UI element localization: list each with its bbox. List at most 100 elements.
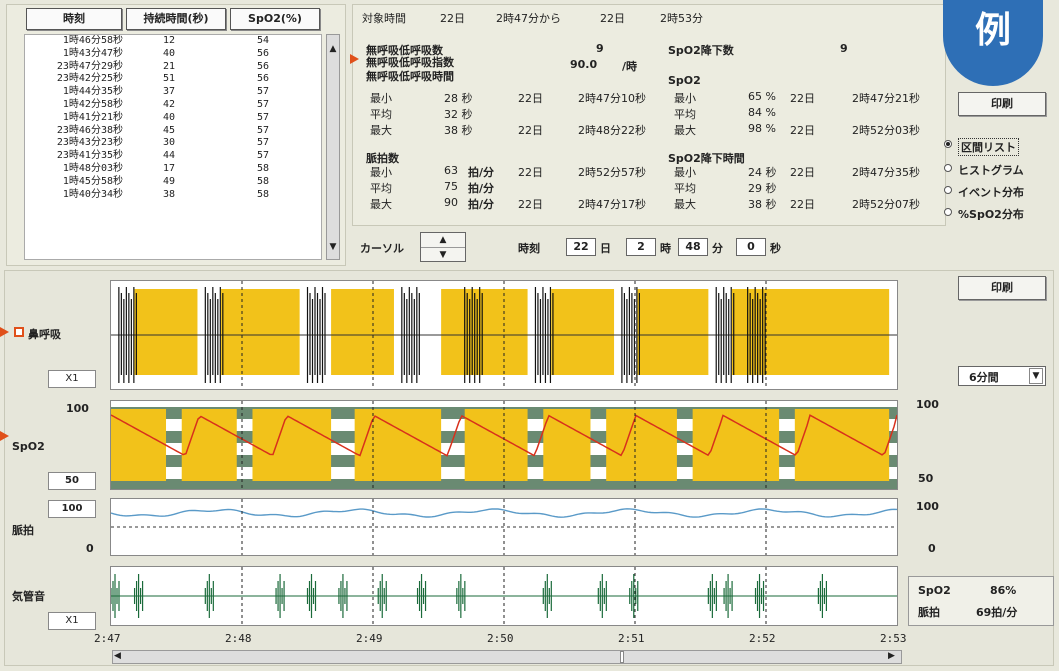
row-time: 23時43分23秒 [56,137,123,149]
resp-scale-box[interactable]: X1 [48,370,96,388]
col-header-duration[interactable]: 持続時間(秒) [126,8,226,30]
row-spo2: 57 [256,150,270,162]
spo2-top-tick: 100 [66,402,89,415]
spinner-up-icon[interactable]: ▲ [439,235,447,245]
resp-event-block [551,289,615,375]
event-table-scrollbar[interactable] [326,34,340,260]
table-row[interactable]: 1時44分35秒 37 57 [25,86,321,99]
sp-min-label: 最小 [674,92,696,105]
pulse-top-tick[interactable]: 100 [48,500,96,518]
cursor-day-input[interactable]: 22 [566,238,596,256]
row-duration: 40 [162,111,176,123]
pr-min-day: 22日 [518,166,543,179]
pulse-right-top: 100 [916,500,939,513]
dt-min-day: 22日 [790,166,815,179]
col-header-time[interactable]: 時刻 [26,8,122,30]
spo2-stats-label: SpO2 [668,74,701,87]
radio-histogram-label[interactable]: ヒストグラム [958,164,1024,177]
time-scroll-right-icon[interactable]: ▶ [888,651,895,661]
resp-marker-icon [0,327,9,337]
row-duration: 40 [162,47,176,59]
time-scrollbar[interactable] [112,650,902,664]
pr-min-time: 2時52分57秒 [578,166,646,179]
scroll-down-arrow-icon[interactable]: ▼ [329,242,337,252]
resp-event-block [637,289,709,375]
table-row[interactable]: 23時41分35秒 44 57 [25,150,321,163]
table-row[interactable]: 1時48分03秒 17 58 [25,163,321,176]
cursor-spinner[interactable]: ▲ ▼ [420,232,466,262]
pr-max-day: 22日 [518,198,543,211]
dt-min: 24 秒 [748,166,777,179]
table-row[interactable]: 23時47分29秒 21 56 [25,61,321,74]
spo2-event-block [464,409,528,481]
pulse-chart [110,498,898,556]
radio-histogram[interactable] [944,164,952,172]
row-duration: 37 [162,86,176,98]
pr-max-unit: 拍/分 [468,198,495,211]
cursor-hour-input[interactable]: 2 [626,238,656,256]
sp-min-day: 22日 [790,92,815,105]
spinner-down-icon[interactable]: ▼ [421,247,465,262]
radio-interval-list[interactable] [944,140,952,148]
example-badge: 例 [943,0,1043,86]
col-header-spo2[interactable]: SpO2(%) [230,8,320,30]
resp-checkbox[interactable] [14,327,24,337]
pulse-right-bottom: 0 [928,542,936,555]
table-row[interactable]: 23時43分23秒 30 57 [25,137,321,150]
cursor-minute-unit: 分 [712,242,723,255]
cursor-minute-input[interactable]: 48 [678,238,708,256]
row-spo2: 57 [256,137,270,149]
dt-avg-label: 平均 [674,182,696,195]
readout-pulse-value: 69拍/分 [976,606,1018,619]
time-scroll-left-icon[interactable]: ◀ [114,651,121,661]
radio-spo2-dist-label[interactable]: %SpO2分布 [958,208,1024,221]
pulse-stats-label: 脈拍数 [366,152,399,165]
row-duration: 21 [162,60,176,72]
row-spo2: 57 [256,111,270,123]
chevron-down-icon[interactable]: ▼ [1029,368,1043,384]
radio-event-dist[interactable] [944,186,952,194]
ap-avg: 32 秒 [444,108,473,121]
spo2-event-block [111,409,167,481]
table-row[interactable]: 1時40分34秒 38 58 [25,189,321,202]
readout-spo2-label: SpO2 [918,584,951,597]
radio-interval-list-label[interactable]: 区間リスト [958,138,1019,156]
row-duration: 42 [162,98,176,110]
table-row[interactable]: 1時42分58秒 42 57 [25,99,321,112]
pr-avg: 75 [444,180,458,193]
snore-scale-box[interactable]: X1 [48,612,96,630]
time-axis-label: 2:50 [487,632,514,645]
row-time: 1時42分58秒 [62,98,123,110]
table-row[interactable]: 1時41分21秒 40 57 [25,112,321,125]
time-scroll-thumb[interactable] [620,651,624,663]
spo2-bottom-tick[interactable]: 50 [48,472,96,490]
table-row[interactable]: 23時42分25秒 51 56 [25,73,321,86]
spo2-marker-icon [0,431,9,441]
radio-event-dist-label[interactable]: イベント分布 [958,186,1024,199]
cursor-label: カーソル [360,242,404,255]
table-row[interactable]: 23時46分38秒 45 57 [25,125,321,138]
radio-spo2-dist[interactable] [944,208,952,216]
snore-chart [110,566,898,626]
print-button-top[interactable]: 印刷 [958,92,1046,116]
scroll-up-arrow-icon[interactable]: ▲ [329,44,337,54]
row-time: 23時46分38秒 [56,124,123,136]
sp-min-time: 2時47分21秒 [852,92,920,105]
print-button-graph[interactable]: 印刷 [958,276,1046,300]
time-axis-label: 2:52 [749,632,776,645]
table-row[interactable]: 1時43分47秒 40 56 [25,48,321,61]
row-time: 1時43分47秒 [62,47,123,59]
row-duration: 30 [162,137,176,149]
row-time: 1時48分03秒 [62,162,123,174]
range-select[interactable]: 6分間 ▼ [958,366,1046,386]
sp-max-day: 22日 [790,124,815,137]
time-axis-label: 2:49 [356,632,383,645]
apnea-time-label: 無呼吸低呼吸時間 [366,70,454,83]
pr-max-label: 最大 [370,198,392,211]
dt-avg: 29 秒 [748,182,777,195]
cursor-second-input[interactable]: 0 [736,238,766,256]
table-row[interactable]: 1時46分58秒 12 54 [25,35,321,48]
table-row[interactable]: 1時45分58秒 49 58 [25,176,321,189]
pulse-bottom-tick: 0 [86,542,94,555]
period-to-time: 2時53分 [660,12,703,25]
